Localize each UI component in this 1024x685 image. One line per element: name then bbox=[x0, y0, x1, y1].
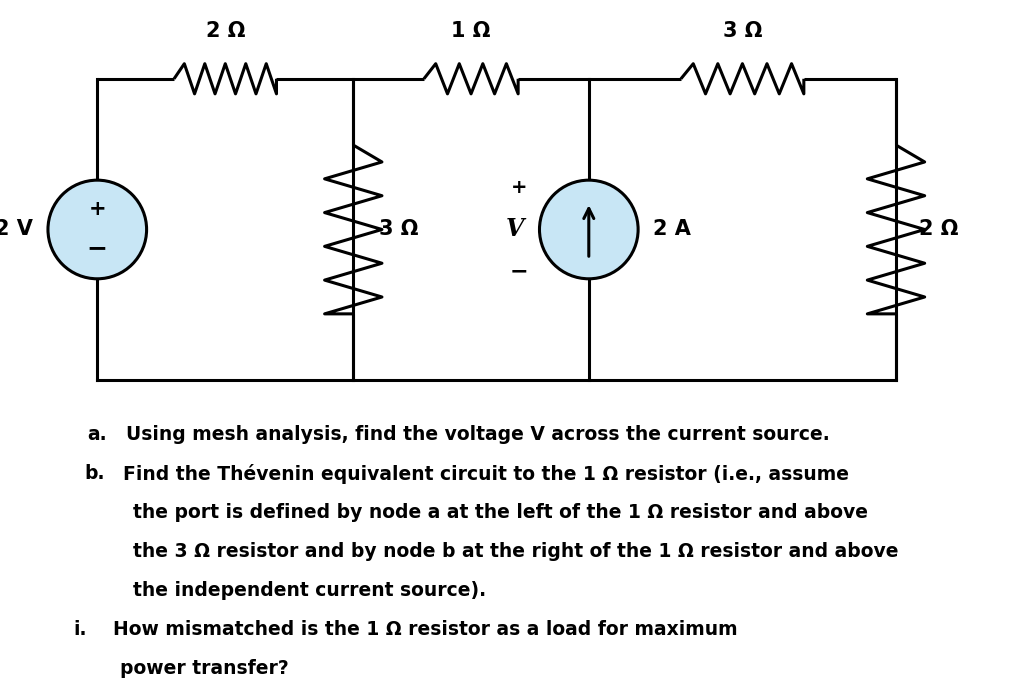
Text: 3 Ω: 3 Ω bbox=[723, 21, 762, 41]
Text: the independent current source).: the independent current source). bbox=[133, 581, 486, 600]
Text: power transfer?: power transfer? bbox=[120, 659, 289, 678]
Text: 3 Ω: 3 Ω bbox=[379, 219, 419, 240]
Text: +: + bbox=[511, 178, 527, 197]
Text: 2 A: 2 A bbox=[653, 219, 691, 240]
Text: Using mesh analysis, find the voltage V across the current source.: Using mesh analysis, find the voltage V … bbox=[126, 425, 829, 444]
Text: 2 V: 2 V bbox=[0, 219, 33, 240]
Text: −: − bbox=[510, 262, 528, 282]
Text: 1 Ω: 1 Ω bbox=[452, 21, 490, 41]
Text: Find the Thévenin equivalent circuit to the 1 Ω resistor (i.e., assume: Find the Thévenin equivalent circuit to … bbox=[123, 464, 849, 484]
Ellipse shape bbox=[540, 180, 638, 279]
Text: V: V bbox=[506, 217, 524, 242]
Text: 2 Ω: 2 Ω bbox=[206, 21, 245, 41]
Text: How mismatched is the 1 Ω resistor as a load for maximum: How mismatched is the 1 Ω resistor as a … bbox=[113, 620, 737, 639]
Text: +: + bbox=[88, 199, 106, 219]
Text: i.: i. bbox=[74, 620, 87, 639]
Text: the port is defined by node a at the left of the 1 Ω resistor and above: the port is defined by node a at the lef… bbox=[133, 503, 868, 522]
Text: the 3 Ω resistor and by node b at the right of the 1 Ω resistor and above: the 3 Ω resistor and by node b at the ri… bbox=[133, 542, 899, 561]
Text: b.: b. bbox=[84, 464, 104, 483]
Text: 2 Ω: 2 Ω bbox=[919, 219, 958, 240]
Text: −: − bbox=[87, 236, 108, 260]
Ellipse shape bbox=[48, 180, 146, 279]
Text: a.: a. bbox=[87, 425, 106, 444]
